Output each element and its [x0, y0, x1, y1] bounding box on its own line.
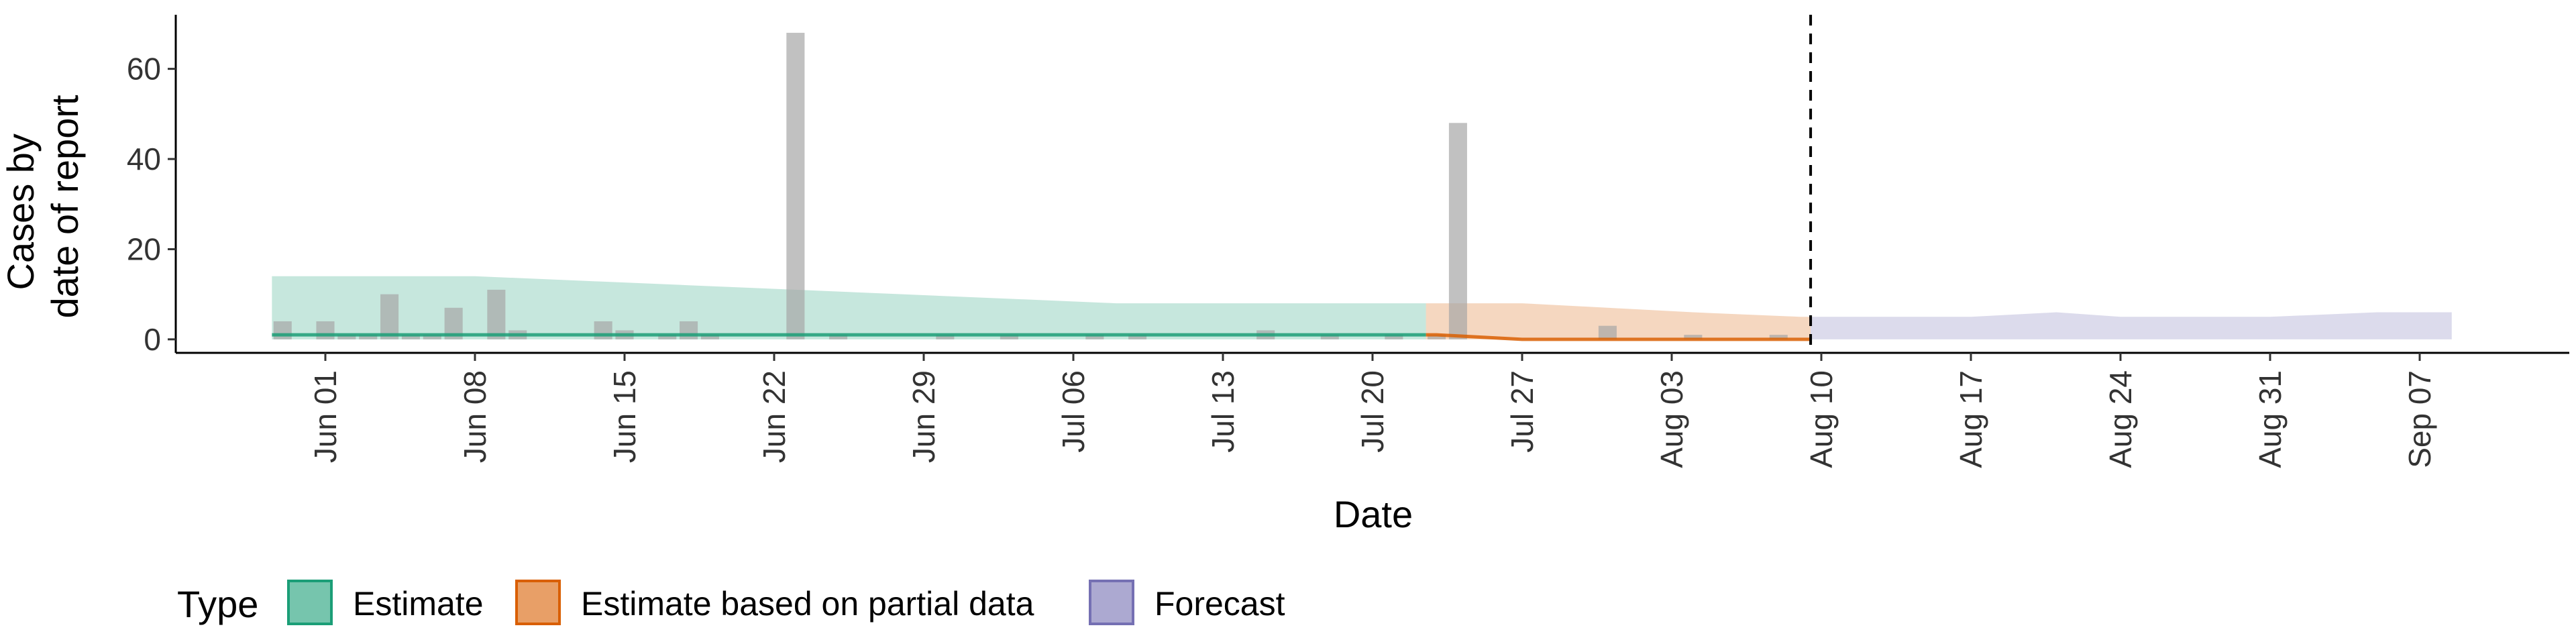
y-tick-label: 60: [127, 52, 161, 87]
ribbon-0: [272, 276, 1426, 339]
bar-13: [680, 321, 698, 339]
legend-key-2: [1089, 580, 1134, 625]
ribbon-layer: [272, 276, 2452, 339]
bar-23: [1385, 335, 1403, 339]
x-tick-label: Jun 22: [757, 370, 792, 463]
ribbon-1: [1426, 303, 1811, 339]
bar-25: [1448, 123, 1467, 339]
x-tick-label: Jun 01: [308, 370, 343, 463]
y-tick-label: 20: [127, 231, 161, 266]
bar-20: [1128, 335, 1147, 339]
y-axis-ticks: 0 20 40 60: [127, 52, 176, 357]
bar-26: [1598, 325, 1617, 339]
bar-28: [1769, 335, 1788, 339]
bar-18: [1000, 335, 1018, 339]
bar-15: [786, 32, 805, 339]
bar-12: [658, 335, 677, 339]
bar-1: [316, 321, 335, 339]
bar-27: [1684, 335, 1703, 339]
x-tick-label: Aug 10: [1804, 370, 1839, 468]
y-tick-label: 0: [144, 322, 161, 357]
x-axis-ticks: Jun 01 Jun 08 Jun 15 Jun 22 Jun 29 Jul 06 Jul …: [308, 353, 2437, 468]
bar-6: [423, 335, 441, 339]
bar-17: [936, 335, 955, 339]
legend-key-1: [515, 580, 561, 625]
x-axis-title: Date: [1334, 493, 1413, 535]
legend-label-2: Forecast: [1155, 585, 1285, 623]
bar-4: [380, 294, 399, 339]
bar-0: [273, 321, 292, 339]
x-tick-label: Jul 20: [1355, 370, 1390, 453]
median-layer: [272, 333, 1811, 341]
bar-3: [359, 335, 378, 339]
bar-layer: [273, 32, 1788, 339]
x-tick-label: Jun 08: [458, 370, 492, 463]
x-tick-label: Aug 24: [2103, 370, 2138, 468]
legend-key-0: [287, 580, 333, 625]
x-tick-label: Jul 06: [1056, 370, 1091, 453]
legend-label-1: Estimate based on partial data: [581, 585, 1034, 623]
legend-title: Type: [177, 583, 258, 625]
legend: Type Estimate Estimate based on partial d…: [177, 580, 1285, 625]
x-tick-label: Jul 27: [1505, 370, 1540, 453]
bar-24: [1428, 335, 1446, 339]
bar-8: [487, 289, 506, 339]
y-axis-title: Cases by date of report: [0, 95, 86, 319]
x-tick-label: Aug 17: [1953, 370, 1988, 468]
x-tick-label: Jun 29: [906, 370, 941, 463]
bar-16: [829, 335, 848, 339]
x-tick-label: Aug 31: [2253, 370, 2288, 468]
ribbon-2: [1811, 312, 2452, 339]
bar-10: [594, 321, 612, 339]
x-tick-label: Aug 03: [1654, 370, 1689, 468]
bar-14: [700, 335, 719, 339]
y-tick-label: 40: [127, 142, 161, 176]
y-axis-title-line-1: Cases by: [0, 133, 42, 290]
bar-19: [1085, 335, 1104, 339]
median-line-1: [1426, 333, 1811, 341]
legend-label-0: Estimate: [353, 585, 484, 623]
x-tick-label: Jun 15: [607, 370, 642, 463]
y-axis-title-line-2: date of report: [44, 95, 86, 319]
x-tick-label: Jul 13: [1205, 370, 1240, 453]
x-tick-label: Sep 07: [2402, 370, 2437, 468]
bar-22: [1320, 335, 1339, 339]
bar-2: [337, 335, 356, 339]
bar-5: [401, 335, 420, 339]
